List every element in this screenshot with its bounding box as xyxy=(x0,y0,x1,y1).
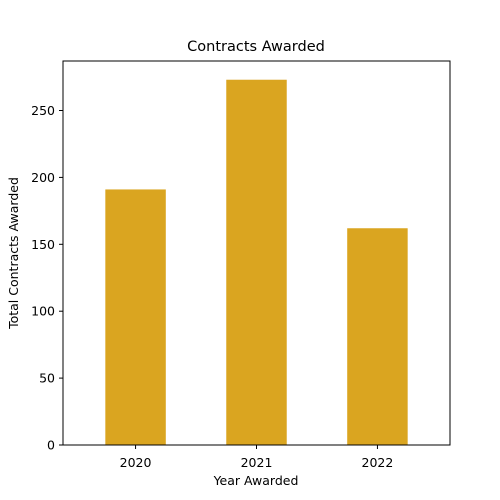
y-tick-label-100: 100 xyxy=(31,304,55,319)
y-tick-label-200: 200 xyxy=(31,170,55,185)
chart-title: Contracts Awarded xyxy=(187,39,325,55)
y-axis-label: Total Contracts Awarded xyxy=(6,177,21,330)
bar-2022 xyxy=(347,228,408,445)
x-tick-label-2021: 2021 xyxy=(241,455,273,470)
y-tick-label-0: 0 xyxy=(47,438,55,453)
x-tick-label-2022: 2022 xyxy=(362,455,394,470)
bar-2021 xyxy=(226,79,287,446)
bars-group xyxy=(105,79,408,446)
x-tick-label-2020: 2020 xyxy=(120,455,152,470)
bar-2020 xyxy=(105,189,166,445)
x-axis-label: Year Awarded xyxy=(213,473,299,488)
y-tick-label-250: 250 xyxy=(31,103,55,118)
x-axis: 2020 2021 2022 xyxy=(120,445,394,470)
y-tick-label-50: 50 xyxy=(39,371,55,386)
y-axis: 0 50 100 150 200 250 xyxy=(31,103,63,453)
y-tick-label-150: 150 xyxy=(31,237,55,252)
